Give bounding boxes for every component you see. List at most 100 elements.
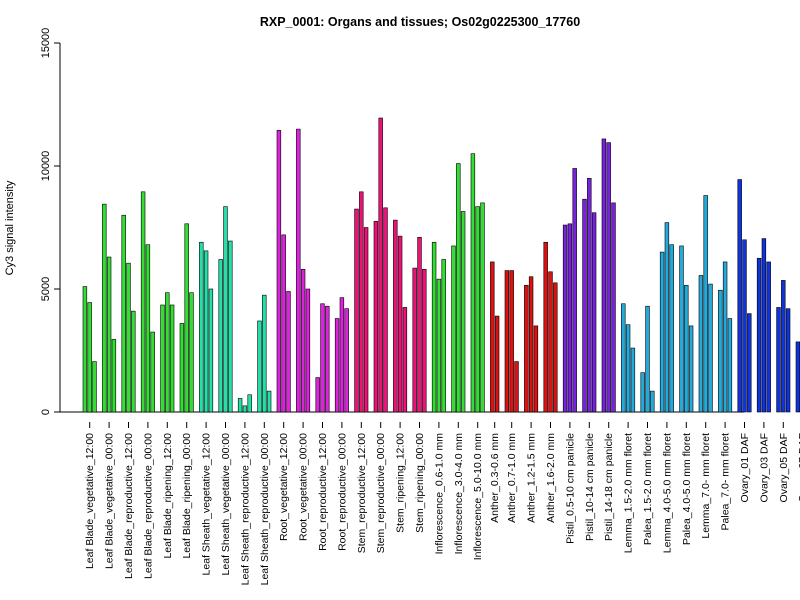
y-tick-label: 15000: [40, 28, 52, 59]
bar: [785, 308, 791, 413]
y-axis: 0 5000 10000 15000: [40, 28, 61, 415]
bar: [334, 318, 340, 413]
bar: [184, 223, 189, 413]
bar: [562, 224, 568, 413]
bar: [509, 270, 514, 413]
bar: [722, 261, 728, 413]
bar: [150, 331, 155, 413]
bar: [320, 303, 325, 413]
bar: [543, 241, 548, 413]
bar: [354, 208, 359, 413]
bar: [344, 308, 349, 413]
x-tick-label: Root_reproductive_12:00: [317, 433, 329, 551]
bar: [131, 310, 136, 413]
bar: [456, 163, 461, 413]
bar: [126, 262, 131, 413]
bar: [621, 303, 626, 413]
bar: [325, 305, 330, 413]
bar: [795, 341, 800, 413]
bar: [378, 117, 383, 413]
bar: [359, 191, 364, 413]
bar: [237, 398, 243, 413]
x-tick-label: Root_vegetative_00:00: [298, 433, 310, 541]
x-tick-label: Stem_ripening_12:00: [395, 433, 407, 533]
bar: [441, 259, 446, 413]
bar: [504, 270, 510, 413]
bar: [659, 251, 665, 413]
bar: [106, 256, 112, 413]
bar: [625, 324, 631, 413]
x-tick-label: Lemma_7.0- mm floret: [700, 433, 712, 539]
y-tick-label: 10000: [40, 151, 52, 182]
bar: [766, 261, 771, 413]
bar: [160, 304, 165, 413]
bar: [460, 211, 466, 413]
x-tick-label: Anther_1.6-2.0 mm: [545, 433, 557, 523]
bar: [679, 245, 684, 413]
bar: [417, 237, 422, 413]
bar: [140, 191, 146, 413]
x-tick-label: Anther_0.7-1.0 mm: [506, 433, 518, 523]
bar: [242, 405, 248, 413]
x-tick-label: Leaf Sheath_vegetative_00:00: [220, 433, 232, 576]
x-tick-label: Stem_ripening_00:00: [414, 433, 426, 533]
bar: [286, 291, 291, 413]
bar: [383, 207, 388, 413]
bar: [524, 285, 529, 413]
bar: [266, 390, 272, 413]
bar: [363, 227, 369, 413]
bar: [567, 223, 573, 413]
x-tick-label: Leaf Blade_vegetative_12:00: [84, 433, 96, 569]
bar: [761, 238, 767, 413]
bar: [247, 394, 252, 413]
bars: [82, 117, 800, 413]
bar: [218, 259, 223, 413]
x-tick-labels: Leaf Blade_vegetative_12:00 Leaf Blade_ve…: [84, 422, 800, 585]
bar: [305, 288, 311, 413]
bar: [776, 307, 781, 413]
x-tick-label: Stem_reproductive_00:00: [375, 433, 387, 553]
bar: [553, 282, 558, 413]
x-tick-label: Palea_7.0- mm floret: [720, 433, 732, 531]
x-tick-label: Pistil_14-18 cm panicle: [603, 433, 615, 541]
x-tick-label: Inflorescence_0.6-1.0 mm: [433, 433, 445, 555]
bar: [601, 138, 607, 413]
bar: [397, 235, 403, 413]
bar: [708, 283, 713, 413]
x-tick-label: Leaf Sheath_vegetative_12:00: [201, 433, 213, 576]
x-tick-label: Leaf Blade_vegetative_00:00: [104, 433, 116, 569]
x-tick-label: Palea_1.5-2.0 mm floret: [642, 433, 654, 545]
bar: [684, 285, 689, 413]
bar: [669, 244, 674, 413]
bar: [102, 203, 107, 413]
bar: [664, 222, 670, 413]
bar: [111, 339, 117, 413]
x-tick-label: Leaf Blade_ripening_00:00: [181, 433, 193, 559]
bar: [688, 325, 694, 413]
x-tick-label: Inflorescence_5.0-10.0 mm: [472, 433, 484, 560]
bar: [645, 305, 650, 413]
y-tick-label: 5000: [40, 277, 52, 301]
x-tick-label: Lemma_1.5-2.0 mm floret: [623, 433, 635, 553]
bar: [470, 153, 476, 413]
bar: [572, 168, 577, 413]
x-tick-label: Pistil_10-14 cm panicle: [584, 433, 596, 541]
bar: [223, 206, 228, 413]
bar: [587, 178, 592, 413]
bar: [431, 241, 437, 413]
bar: [756, 257, 762, 413]
x-tick-label: Leaf Blade_reproductive_00:00: [142, 433, 154, 579]
x-tick-label: Ovary_07 DAF: [797, 433, 800, 502]
bar: [650, 390, 655, 413]
bar: [528, 276, 534, 413]
bar: [747, 313, 752, 413]
bar: [199, 241, 204, 413]
x-tick-label: Root_reproductive_00:00: [336, 433, 348, 551]
bar: [548, 271, 553, 413]
bar: [276, 130, 282, 413]
x-tick-label: Ovary_01 DAF: [739, 433, 751, 502]
bar: [296, 128, 301, 413]
bar: [582, 198, 587, 413]
bar: [412, 267, 417, 413]
